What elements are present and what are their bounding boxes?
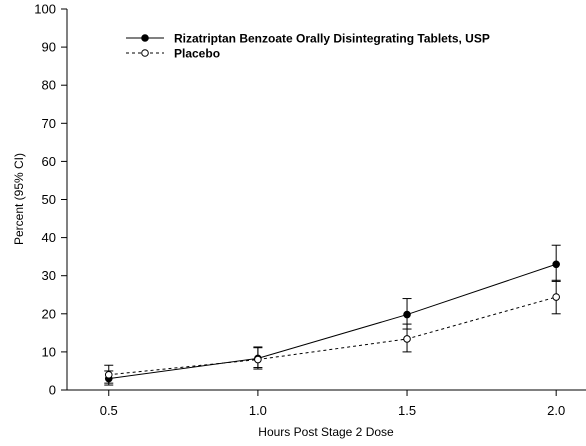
data-point bbox=[403, 310, 411, 319]
legend: Rizatriptan Benzoate Orally Disintegrati… bbox=[126, 32, 490, 61]
y-tick-label: 40 bbox=[42, 230, 56, 245]
x-tick-label: 2.0 bbox=[547, 403, 565, 418]
series-layer bbox=[104, 244, 561, 386]
series-line bbox=[108, 296, 557, 376]
data-point bbox=[552, 260, 560, 269]
y-tick-label: 80 bbox=[42, 78, 56, 93]
y-tick-label: 20 bbox=[42, 306, 56, 321]
x-tick-label: 0.5 bbox=[100, 403, 118, 418]
series-placebo bbox=[104, 279, 561, 384]
y-tick-label: 100 bbox=[34, 2, 56, 17]
series-line bbox=[108, 263, 557, 380]
x-tick-label: 1.5 bbox=[398, 403, 416, 418]
data-point bbox=[104, 370, 113, 379]
y-axis-title: Percent (95% CI) bbox=[12, 153, 26, 245]
data-point bbox=[254, 355, 262, 364]
legend-marker bbox=[141, 49, 149, 57]
series-rizatriptan bbox=[104, 244, 561, 386]
x-tick-label: 1.0 bbox=[249, 403, 267, 418]
data-point bbox=[403, 335, 411, 343]
legend-label: Rizatriptan Benzoate Orally Disintegrati… bbox=[174, 32, 490, 46]
legend-label: Placebo bbox=[174, 47, 220, 61]
y-tick-label: 90 bbox=[42, 40, 56, 55]
x-axis-title: Hours Post Stage 2 Dose bbox=[258, 425, 394, 439]
legend-marker bbox=[141, 34, 149, 42]
y-tick-label: 60 bbox=[42, 154, 56, 169]
axes: 0 10 20 30 40 50 60 70 80 90 100 0.5 1.0 1.5 2.0 bbox=[34, 2, 586, 418]
y-tick-label: 10 bbox=[42, 344, 56, 359]
data-point bbox=[552, 293, 560, 301]
y-tick-label: 50 bbox=[42, 192, 56, 207]
y-tick-label: 30 bbox=[42, 268, 56, 283]
y-tick-label: 0 bbox=[49, 383, 56, 398]
y-tick-label: 70 bbox=[42, 116, 56, 131]
